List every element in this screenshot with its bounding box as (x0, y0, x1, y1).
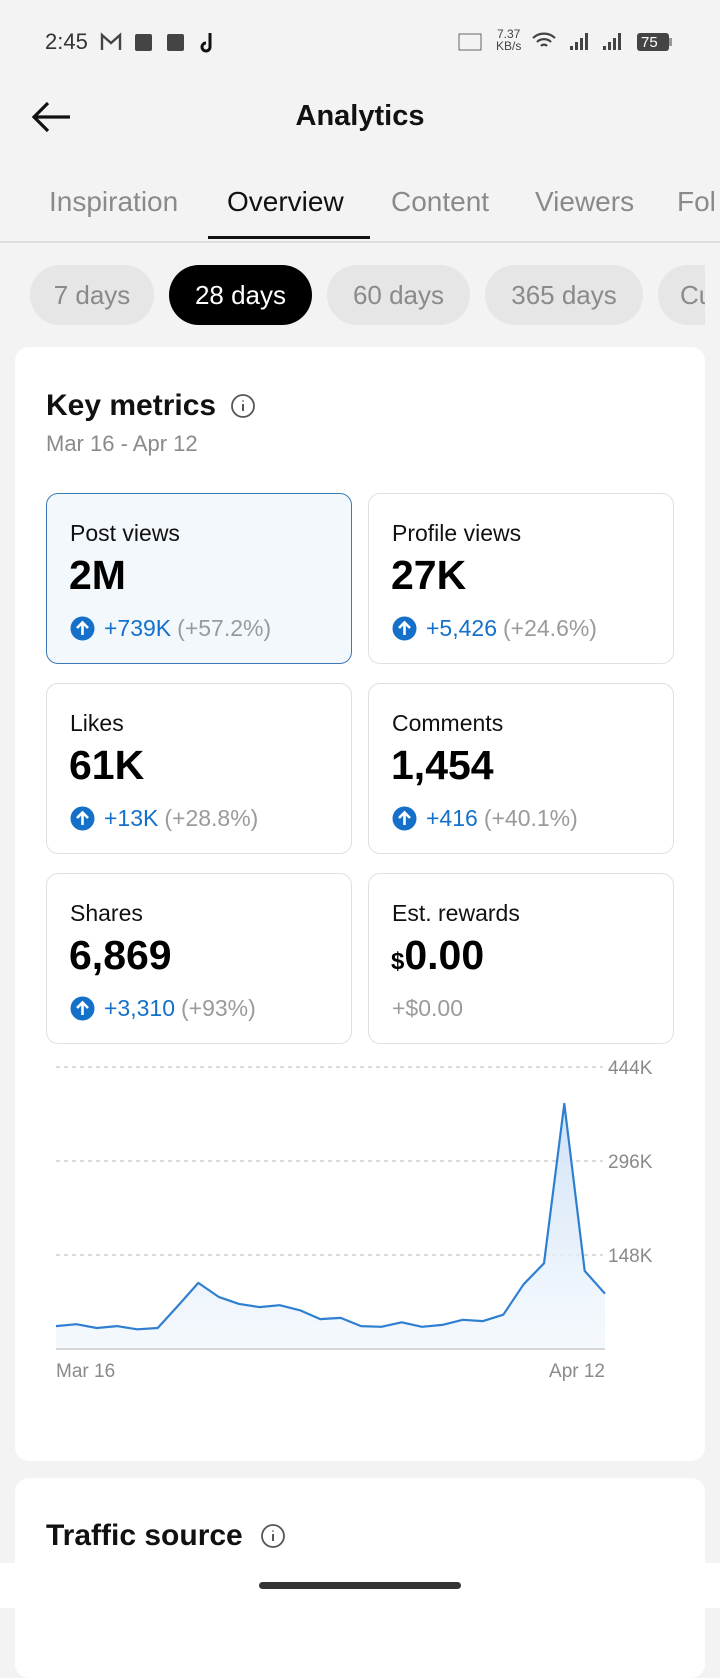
metric-change: +739K (+57.2%) (70, 615, 271, 642)
change: +5,426 (426, 615, 497, 641)
percent: (+28.8%) (164, 805, 259, 831)
metric-card[interactable]: Comments 1,454 +416 (+40.1%) (368, 683, 674, 854)
y-tick-label: 444K (608, 1060, 653, 1079)
range-label: 60 days (352, 279, 445, 310)
status-icons (100, 32, 212, 53)
change: +416 (426, 805, 478, 831)
metric-value: $0.00 (391, 932, 484, 979)
tab[interactable]: Inspiration (49, 186, 179, 217)
value: 61K (69, 742, 145, 788)
up-icon (392, 806, 417, 831)
range-pill[interactable]: Cu (658, 265, 705, 325)
metric-change: +416 (+40.1%) (392, 805, 578, 832)
metric-card[interactable]: Likes 61K +13K (+28.8%) (46, 683, 352, 854)
tab-indicator (208, 236, 370, 239)
percent: (+24.6%) (503, 615, 597, 641)
range-pill[interactable]: 60 days (327, 265, 470, 325)
line-area (56, 1103, 605, 1349)
tab[interactable]: Content (391, 186, 490, 217)
page-title: Analytics (295, 100, 425, 132)
range-label: Cu (680, 279, 705, 310)
metric-change: +3,310 (+93%) (70, 995, 256, 1022)
metric-value: 1,454 (391, 742, 494, 789)
metric-change: +$0.00 (392, 995, 463, 1022)
metric-card[interactable]: Profile views 27K +5,426 (+24.6%) (368, 493, 674, 664)
home-indicator[interactable] (259, 1582, 461, 1589)
card-title: Key metrics (46, 389, 217, 422)
metric-value: 2M (69, 552, 126, 599)
metric-label: Est. rewards (392, 900, 520, 926)
metric-card[interactable]: Est. rewards $0.00 +$0.00 (368, 873, 674, 1044)
metric-label: Post views (70, 520, 180, 546)
range-label: 7 days (53, 279, 131, 310)
up-icon (70, 616, 95, 641)
metric-label: Shares (70, 900, 143, 926)
metric-value: 6,869 (69, 932, 172, 979)
info-icon[interactable] (230, 393, 256, 419)
range-label: 365 days (511, 279, 617, 310)
line (55, 1102, 606, 1331)
metric-change: +13K (+28.8%) (70, 805, 258, 832)
currency: $ (391, 948, 405, 975)
percent: (+40.1%) (483, 805, 578, 831)
metric-label: Comments (392, 710, 504, 736)
up-icon (70, 806, 95, 831)
metric-value: 27K (391, 552, 466, 599)
change: +$0.00 (392, 995, 463, 1021)
speed-unit: KB/s (496, 39, 522, 53)
range-pill[interactable]: 7 days (30, 265, 154, 325)
range-label: 28 days (194, 279, 287, 310)
metric-card[interactable]: Post views 2M +739K (+57.2%) (46, 493, 352, 664)
y-tick-label: 148K (608, 1246, 653, 1267)
y-tick-label: 296K (608, 1152, 653, 1173)
chart: 148K 296K 444K Mar 16 Apr 12 (55, 1060, 653, 1382)
info-icon[interactable] (260, 1523, 286, 1549)
range-bar: 7 days 28 days 60 days 365 days Cu (0, 0, 705, 340)
speed: 7.37 (496, 27, 521, 41)
value: 2M (69, 552, 126, 598)
tab-bar: Inspiration Overview Content Viewers Fol (0, 0, 720, 245)
battery-level: 75 (641, 34, 658, 51)
metric-label: Profile views (392, 520, 522, 546)
value: 1,454 (391, 742, 494, 788)
percent: (+93%) (181, 995, 256, 1021)
change: +13K (104, 805, 159, 831)
metric-card[interactable]: Shares 6,869 +3,310 (+93%) (46, 873, 352, 1044)
date-range: Mar 16 - Apr 12 (46, 431, 198, 456)
tab-divider (0, 241, 720, 243)
back-button[interactable] (30, 98, 74, 136)
tab[interactable]: Overview (227, 186, 344, 217)
tab[interactable]: Fol (677, 186, 716, 217)
metric-change: +5,426 (+24.6%) (392, 615, 597, 642)
traffic-title: Traffic source (46, 1519, 243, 1552)
range-pill[interactable]: 365 days (485, 265, 643, 325)
metric-label: Likes (70, 710, 124, 736)
status-time: 2:45 (45, 29, 88, 54)
tab[interactable]: Viewers (535, 186, 635, 217)
net-speed: 7.37 KB/s (496, 28, 521, 52)
range-pill[interactable]: 28 days (169, 265, 312, 325)
change: +739K (104, 615, 172, 641)
x-tick-label: Mar 16 (56, 1361, 115, 1382)
value: 27K (391, 552, 467, 598)
up-icon (70, 996, 95, 1021)
up-icon (392, 616, 417, 641)
value: 0.00 (404, 932, 485, 978)
metric-value: 61K (69, 742, 144, 789)
percent: (+57.2%) (177, 615, 272, 641)
status-right-icons (458, 32, 672, 51)
x-tick-label: Apr 12 (549, 1361, 605, 1382)
value: 6,869 (69, 932, 172, 978)
change: +3,310 (104, 995, 175, 1021)
